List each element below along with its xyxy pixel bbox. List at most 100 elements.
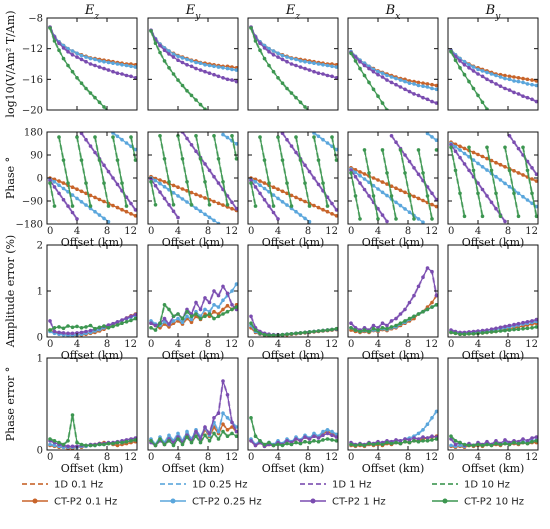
point-ctp2-0.25hz <box>285 203 289 207</box>
point-ctp2-0.1hz <box>271 185 276 189</box>
point-ctp2-10hz <box>298 158 303 162</box>
point-ctp2-10hz <box>249 181 253 185</box>
y-tick-label: 0 <box>37 446 43 457</box>
point-ctp2-10hz <box>507 442 512 447</box>
point-ctp2-1hz <box>412 293 416 298</box>
point-ctp2-0.25hz <box>124 141 129 145</box>
legend-label: 1D 0.25 Hz <box>192 480 247 491</box>
panel-frame <box>247 357 339 451</box>
point-ctp2-10hz <box>407 194 412 198</box>
x-tick-label: 0 <box>47 452 53 463</box>
point-ctp2-10hz <box>97 442 102 447</box>
point-ctp2-10hz <box>503 145 507 150</box>
point-ctp2-10hz <box>253 39 258 43</box>
point-ctp2-10hz <box>503 134 507 138</box>
point-ctp2-10hz <box>449 330 453 335</box>
point-ctp2-0.1hz <box>133 214 137 218</box>
point-ctp2-0.25hz <box>307 219 312 224</box>
x-tick-label: 12 <box>124 226 137 237</box>
point-ctp2-10hz <box>434 437 438 441</box>
point-ctp2-1hz <box>158 190 162 194</box>
point-ctp2-10hz <box>216 314 221 319</box>
row-y-label: Phase ° <box>4 157 17 199</box>
point-ctp2-0.25hz <box>480 165 485 169</box>
point-ctp2-10hz <box>153 41 158 46</box>
point-ctp2-1hz <box>371 200 376 205</box>
point-ctp2-1hz <box>412 166 416 170</box>
point-ctp2-1hz <box>394 140 398 144</box>
point-ctp2-10hz <box>298 441 303 446</box>
point-ctp2-0.25hz <box>171 52 176 56</box>
point-ctp2-10hz <box>430 305 434 309</box>
point-ctp2-10hz <box>66 324 70 328</box>
point-ctp2-1hz <box>79 57 84 62</box>
point-ctp2-0.25hz <box>453 145 458 149</box>
point-ctp2-10hz <box>185 309 189 314</box>
panel-amp-Ey: Ey <box>147 3 239 111</box>
point-ctp2-10hz <box>376 441 380 446</box>
point-ctp2-10hz <box>503 441 507 446</box>
point-ctp2-0.1hz <box>516 76 521 80</box>
x-tick-label: 0 <box>148 339 154 350</box>
point-ctp2-0.25hz <box>389 75 394 79</box>
point-ctp2-1hz <box>480 74 485 79</box>
point-ctp2-10hz <box>253 204 258 208</box>
point-ctp2-1hz <box>129 314 133 319</box>
panel-series <box>48 132 137 224</box>
point-ctp2-10hz <box>425 439 430 443</box>
point-ctp2-1hz <box>416 93 421 98</box>
point-ctp2-0.25hz <box>334 65 338 69</box>
point-ctp2-1hz <box>171 209 176 213</box>
point-ctp2-1hz <box>321 433 325 438</box>
point-ctp2-1hz <box>111 176 115 180</box>
point-ctp2-0.25hz <box>498 75 503 79</box>
point-ctp2-10hz <box>285 332 289 337</box>
point-ctp2-1hz <box>234 206 238 211</box>
point-ctp2-0.1hz <box>194 192 198 197</box>
point-ctp2-0.25hz <box>476 161 480 166</box>
point-ctp2-1hz <box>389 319 394 323</box>
point-ctp2-10hz <box>407 440 412 445</box>
point-ctp2-0.25hz <box>334 147 338 152</box>
legend-marker <box>32 498 38 504</box>
point-ctp2-10hz <box>116 119 120 123</box>
point-ctp2-10hz <box>167 307 171 312</box>
point-ctp2-1hz <box>102 66 106 71</box>
point-ctp2-0.1hz <box>294 195 298 200</box>
point-ctp2-1hz <box>171 55 176 59</box>
point-ctp2-0.25hz <box>176 54 180 59</box>
point-ctp2-0.25hz <box>102 216 106 221</box>
point-ctp2-10hz <box>120 181 124 185</box>
x-tick-label: 8 <box>505 226 511 237</box>
x-tick-label: 12 <box>124 339 137 350</box>
point-ctp2-10hz <box>521 440 525 445</box>
point-ctp2-10hz <box>180 442 185 447</box>
x-axis-label: Offset (km) <box>462 236 525 249</box>
point-ctp2-0.25hz <box>298 59 303 63</box>
point-ctp2-0.1hz <box>385 182 389 186</box>
point-ctp2-10hz <box>120 440 124 445</box>
x-tick-label: 8 <box>405 452 411 463</box>
point-ctp2-10hz <box>61 158 66 162</box>
point-ctp2-0.25hz <box>385 193 389 198</box>
point-ctp2-1hz <box>525 439 530 443</box>
point-ctp2-10hz <box>398 321 403 326</box>
point-ctp2-0.25hz <box>180 56 185 60</box>
point-ctp2-10hz <box>75 324 79 329</box>
point-ctp2-1hz <box>430 434 434 439</box>
point-ctp2-10hz <box>398 441 403 446</box>
point-ctp2-0.25hz <box>367 180 371 185</box>
series-ctp2-10hz <box>450 51 489 110</box>
point-ctp2-1hz <box>316 436 321 440</box>
point-ctp2-1hz <box>230 78 234 82</box>
point-ctp2-10hz <box>462 332 467 337</box>
point-ctp2-0.25hz <box>253 180 258 184</box>
column-title-sub: y <box>494 12 501 22</box>
point-ctp2-1hz <box>267 49 271 54</box>
x-tick-label: 0 <box>248 339 254 350</box>
point-ctp2-1hz <box>70 444 75 449</box>
point-ctp2-10hz <box>534 325 538 329</box>
point-ctp2-1hz <box>330 433 334 438</box>
point-ctp2-10hz <box>189 314 194 319</box>
point-ctp2-1hz <box>212 72 216 77</box>
